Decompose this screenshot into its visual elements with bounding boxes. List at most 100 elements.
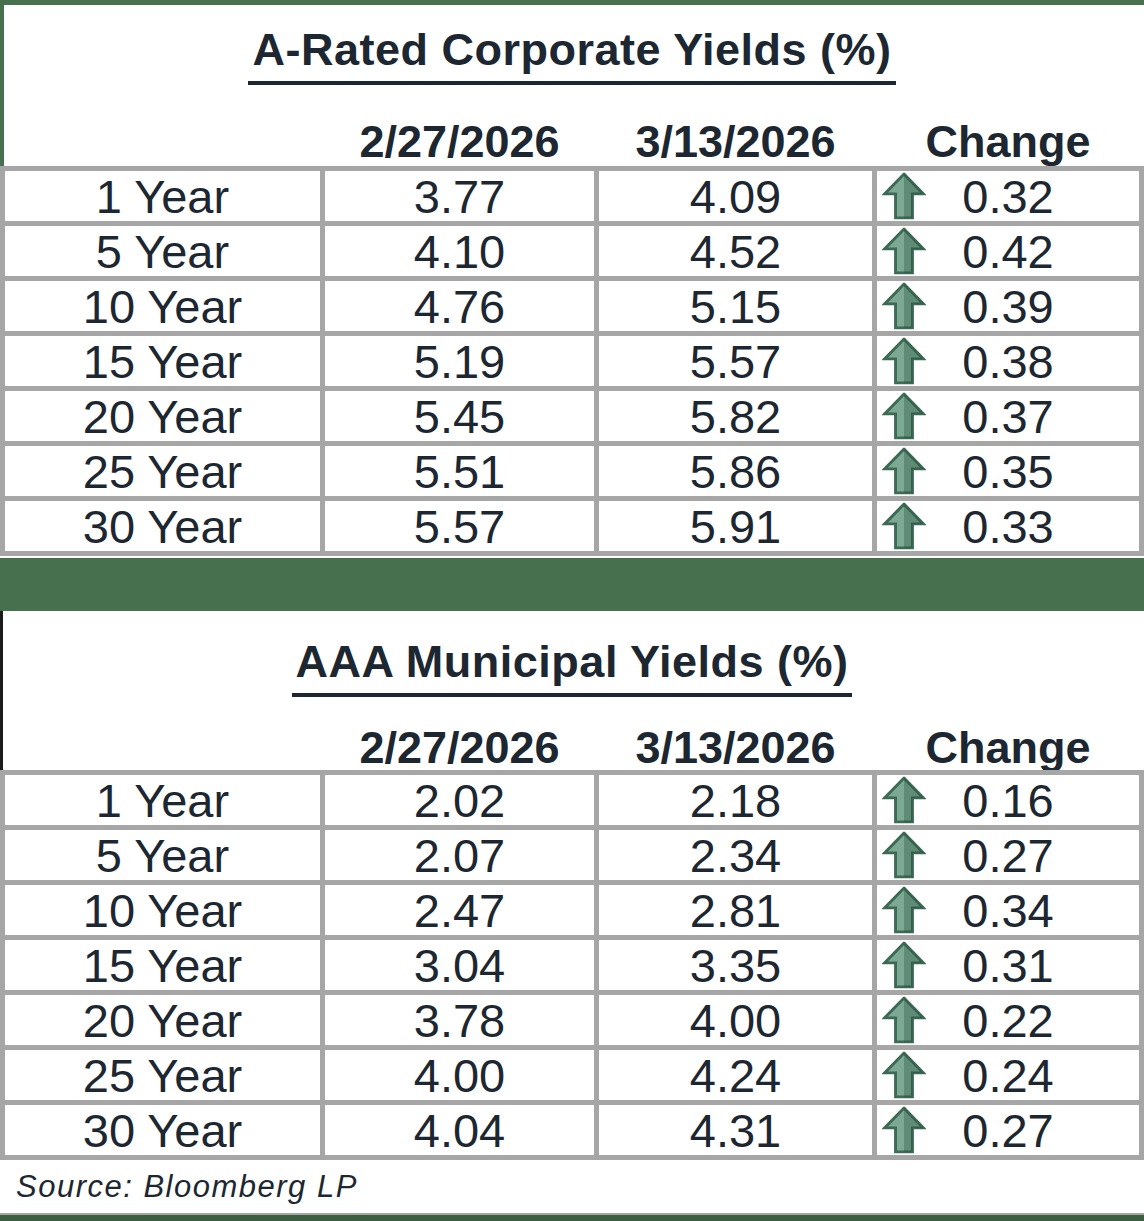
up-arrow-icon [882,887,926,934]
value-date2: 4.24 [599,1050,872,1100]
change-value: 0.38 [962,334,1053,389]
up-arrow-icon [882,338,926,385]
change-cell: 0.33 [877,501,1139,551]
municipal-table-title-text: AAA Municipal Yields (%) [292,636,853,697]
value-date1: 5.19 [325,336,594,386]
change-cell: 0.16 [877,775,1139,825]
change-cell: 0.27 [877,830,1139,880]
up-arrow-icon [882,777,926,824]
change-cell: 0.42 [877,226,1139,276]
value-date1: 2.47 [325,885,594,935]
value-date1: 2.02 [325,775,594,825]
up-arrow-icon [882,832,926,879]
municipal-header-row: 2/27/2026 3/13/2026 Change [0,718,1144,778]
value-date1: 4.76 [325,281,594,331]
corporate-table-title-text: A-Rated Corporate Yields (%) [248,24,895,85]
row-label: 10 Year [5,281,320,331]
change-value: 0.31 [962,938,1053,993]
header-date1: 2/27/2026 [325,723,594,773]
change-value: 0.42 [962,224,1053,279]
change-cell: 0.39 [877,281,1139,331]
value-date2: 2.81 [599,885,872,935]
row-label: 1 Year [5,775,320,825]
source-note-row: Source: Bloomberg LP [0,1160,1144,1215]
change-cell: 0.32 [877,171,1139,221]
up-arrow-icon [882,393,926,440]
change-cell: 0.22 [877,995,1139,1045]
value-date1: 4.04 [325,1105,594,1155]
value-date1: 3.78 [325,995,594,1045]
row-label: 5 Year [5,830,320,880]
source-note: Source: Bloomberg LP [16,1169,358,1205]
value-date1: 5.45 [325,391,594,441]
row-label: 15 Year [5,336,320,386]
value-date2: 4.31 [599,1105,872,1155]
change-cell: 0.35 [877,446,1139,496]
value-date1: 3.04 [325,940,594,990]
value-date2: 2.18 [599,775,872,825]
header-date2: 3/13/2026 [599,117,872,167]
value-date2: 4.00 [599,995,872,1045]
change-value: 0.35 [962,444,1053,499]
header-change: Change [877,117,1139,167]
value-date2: 5.82 [599,391,872,441]
row-label: 1 Year [5,171,320,221]
change-value: 0.16 [962,773,1053,828]
change-value: 0.37 [962,389,1053,444]
header-date1: 2/27/2026 [325,117,594,167]
up-arrow-icon [882,1107,926,1154]
value-date1: 5.51 [325,446,594,496]
row-label: 15 Year [5,940,320,990]
corporate-table-title: A-Rated Corporate Yields (%) [0,24,1144,85]
row-label: 25 Year [5,446,320,496]
up-arrow-icon [882,173,926,220]
row-label: 20 Year [5,995,320,1045]
row-label: 30 Year [5,501,320,551]
row-label: 5 Year [5,226,320,276]
municipal-data-grid: 1 Year2.022.18 0.16 5 Year2.072.34 0.27 10 Y… [0,770,1144,1160]
change-value: 0.27 [962,828,1053,883]
value-date1: 3.77 [325,171,594,221]
value-date1: 4.10 [325,226,594,276]
header-change: Change [877,723,1139,773]
bottom-green-bar [0,1215,1144,1221]
change-value: 0.24 [962,1048,1053,1103]
value-date2: 5.91 [599,501,872,551]
municipal-table-title: AAA Municipal Yields (%) [0,636,1144,697]
change-cell: 0.31 [877,940,1139,990]
header-label-spacer [5,723,320,773]
change-value: 0.33 [962,499,1053,554]
change-cell: 0.34 [877,885,1139,935]
up-arrow-icon [882,228,926,275]
yield-tables-page: A-Rated Corporate Yields (%) 2/27/2026 3… [0,0,1144,1221]
value-date1: 5.57 [325,501,594,551]
change-value: 0.32 [962,169,1053,224]
change-cell: 0.37 [877,391,1139,441]
change-cell: 0.38 [877,336,1139,386]
header-label-spacer [5,117,320,167]
corporate-header-row: 2/27/2026 3/13/2026 Change [0,112,1144,172]
value-date1: 2.07 [325,830,594,880]
top-green-bar [0,0,1144,5]
up-arrow-icon [882,1052,926,1099]
row-label: 25 Year [5,1050,320,1100]
change-cell: 0.27 [877,1105,1139,1155]
value-date2: 5.57 [599,336,872,386]
value-date2: 4.52 [599,226,872,276]
header-date2: 3/13/2026 [599,723,872,773]
change-cell: 0.24 [877,1050,1139,1100]
up-arrow-icon [882,942,926,989]
change-value: 0.34 [962,883,1053,938]
value-date1: 4.00 [325,1050,594,1100]
change-value: 0.22 [962,993,1053,1048]
value-date2: 5.86 [599,446,872,496]
up-arrow-icon [882,283,926,330]
row-label: 30 Year [5,1105,320,1155]
corporate-data-grid: 1 Year3.774.090.325 Year4.104.520.4210 Y… [0,166,1144,556]
divider-green-band [0,558,1144,611]
row-label: 10 Year [5,885,320,935]
up-arrow-icon [882,997,926,1044]
row-label: 20 Year [5,391,320,441]
value-date2: 2.34 [599,830,872,880]
change-value: 0.27 [962,1103,1053,1158]
